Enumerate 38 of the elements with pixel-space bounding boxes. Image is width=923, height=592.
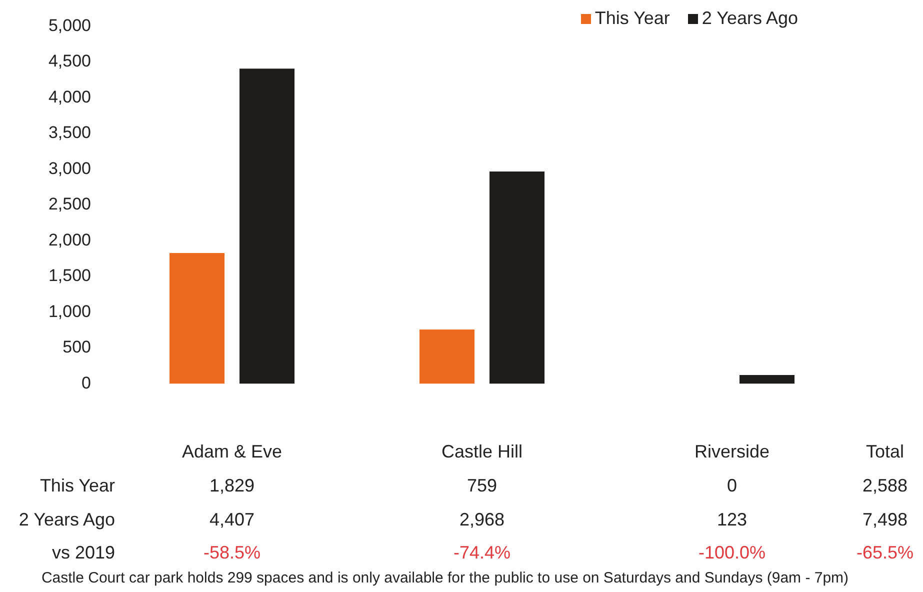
bar [419, 330, 475, 384]
data-label: 759 [466, 476, 498, 496]
data-label: 1,829 [209, 476, 255, 496]
text: -74.4% [453, 542, 511, 564]
y-tick-label: 0 [82, 373, 91, 392]
y-tick-label: 1,500 [48, 266, 91, 286]
text: -58.5% [203, 542, 261, 564]
bar [239, 68, 295, 384]
x-tick-label: Riverside [694, 442, 770, 462]
y-tick-label: 2,500 [48, 194, 91, 214]
y-tick-label: 5,000 [48, 16, 91, 35]
x-tick-label: Castle Hill [441, 442, 523, 462]
legend-label: 2 Years Ago [700, 8, 798, 29]
text: -100.0% [698, 542, 766, 564]
y-tick-label: 2,000 [48, 230, 91, 250]
y-tick-label: 1,000 [48, 302, 91, 321]
y-tick-label: 4,500 [48, 52, 91, 71]
text: -65.5% [856, 542, 914, 564]
text: vs 2019 [52, 542, 115, 564]
y-tick-label: 3,000 [48, 158, 91, 178]
y-tick-label: 500 [62, 338, 91, 357]
text: 2 Years Ago [18, 510, 115, 530]
text: 7,498 [862, 510, 908, 530]
data-label: 0 [726, 476, 738, 496]
y-tick-label: 3,500 [48, 123, 91, 142]
text: 2,588 [862, 476, 908, 496]
text: Total [866, 442, 904, 462]
data-label: 4,407 [209, 510, 255, 530]
x-tick-label: Adam & Eve [182, 442, 282, 462]
legend-label: This Year [594, 8, 670, 29]
text: This Year [40, 476, 115, 496]
data-label: 123 [716, 510, 748, 530]
bar [169, 252, 225, 384]
data-label: 2,968 [459, 510, 505, 530]
bar [739, 375, 795, 384]
y-tick-label: 4,000 [48, 87, 91, 106]
text: Castle Court car park holds 299 spaces and is only available for the public to use on Saturdays and Sundays (9am - 7pm) [41, 570, 849, 586]
bar [489, 172, 545, 384]
